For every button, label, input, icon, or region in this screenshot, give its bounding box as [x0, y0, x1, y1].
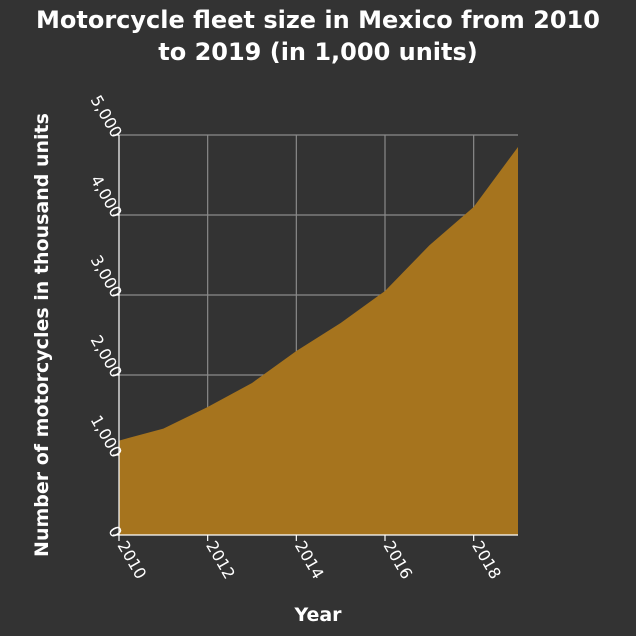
area-series: [119, 147, 518, 535]
x-axis-ticks: 2010 2012 2014 2016 2018: [114, 535, 505, 582]
x-tick-label: 2012: [202, 538, 239, 583]
axes: [118, 135, 518, 536]
chart-title-line-2: to 2019 (in 1,000 units): [158, 38, 478, 66]
y-tick-label: 5,000: [87, 92, 126, 141]
area-fill: [119, 147, 518, 535]
x-tick-label: 2018: [468, 538, 505, 583]
chart-title-line-1: Motorcycle fleet size in Mexico from 201…: [36, 6, 600, 34]
x-tick-label: 2016: [380, 538, 417, 583]
y-tick-label: 4,000: [87, 172, 126, 221]
y-tick-label: 3,000: [87, 252, 126, 301]
y-tick-label: 0: [104, 523, 126, 541]
x-tick-label: 2014: [291, 538, 328, 583]
x-tick-label: 2010: [114, 538, 151, 583]
y-axis-label: Number of motorcycles in thousand units: [31, 113, 53, 557]
y-tick-label: 2,000: [87, 332, 126, 381]
x-axis-label: Year: [293, 604, 342, 626]
y-tick-label: 1,000: [87, 412, 126, 461]
